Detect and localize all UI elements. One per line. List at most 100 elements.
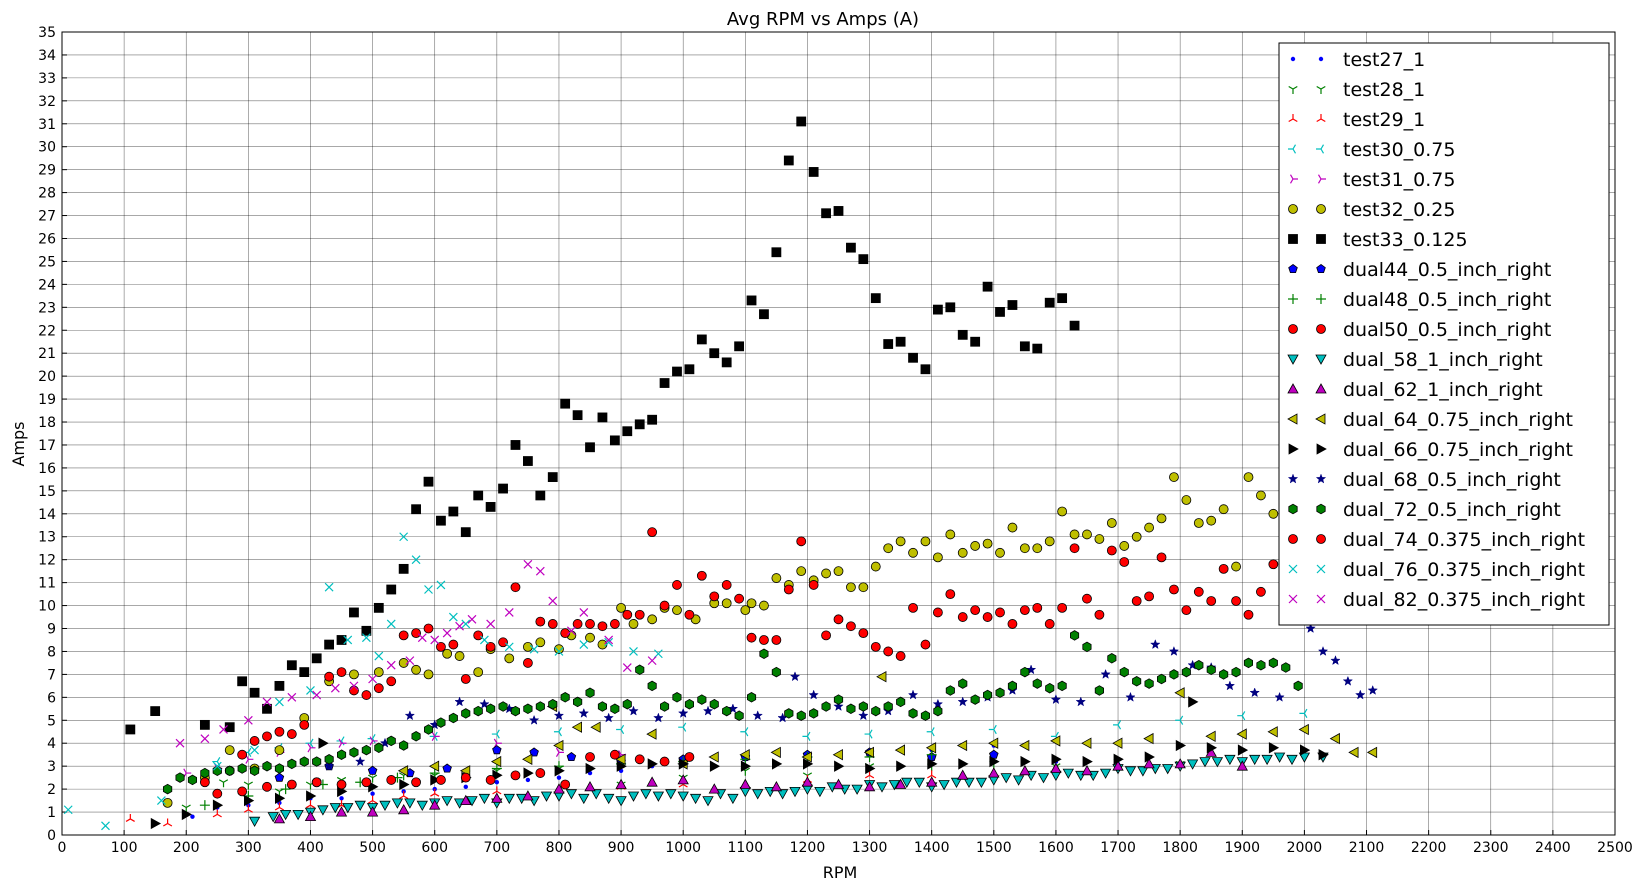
- data-point: [1082, 529, 1092, 540]
- data-point: [851, 784, 863, 795]
- data-point: [486, 703, 496, 715]
- legend-marker: [1316, 564, 1326, 574]
- x-tick-label: 300: [235, 840, 262, 856]
- data-point: [1106, 545, 1117, 556]
- y-tick-label: 1: [47, 805, 56, 821]
- data-point: [1025, 664, 1037, 675]
- series-dual_62_1_inch_right: [273, 746, 1248, 824]
- data-point: [430, 788, 440, 797]
- data-point: [200, 767, 210, 779]
- x-tick-label: 600: [421, 840, 448, 856]
- data-point: [1268, 508, 1279, 519]
- data-point: [374, 651, 384, 661]
- data-point: [932, 607, 943, 618]
- data-point: [640, 789, 652, 800]
- data-point: [1144, 751, 1155, 763]
- data-point: [1243, 609, 1254, 620]
- data-point: [473, 490, 484, 501]
- data-point: [274, 763, 285, 774]
- data-point: [312, 756, 322, 767]
- series-dual_68_0.5_inch_right: [323, 622, 1378, 771]
- data-point: [411, 777, 421, 788]
- data-point: [370, 791, 375, 796]
- y-tick-label: 32: [38, 94, 56, 110]
- series-test31_0.75: [183, 731, 627, 778]
- data-point: [250, 745, 259, 755]
- data-point: [945, 589, 956, 599]
- data-point: [448, 612, 458, 622]
- data-point: [821, 630, 831, 641]
- data-point: [454, 696, 465, 707]
- data-point: [1329, 732, 1340, 745]
- data-point: [510, 770, 521, 781]
- data-point: [634, 419, 645, 430]
- data-point: [510, 705, 520, 717]
- data-point: [339, 796, 344, 801]
- x-tick-label: 2400: [1535, 840, 1571, 856]
- data-point: [734, 593, 745, 604]
- data-point: [752, 789, 764, 800]
- data-point: [1069, 529, 1080, 540]
- data-point: [398, 630, 409, 641]
- data-point: [523, 658, 533, 668]
- data-point: [1169, 584, 1179, 595]
- data-point: [1231, 561, 1241, 572]
- data-point: [243, 715, 253, 725]
- data-point: [1168, 645, 1180, 656]
- data-point: [858, 582, 869, 593]
- data-point: [430, 774, 441, 786]
- data-point: [1175, 739, 1187, 752]
- data-point: [1231, 596, 1241, 606]
- data-point: [609, 619, 620, 629]
- data-point: [460, 527, 471, 538]
- chart-title: Avg RPM vs Amps (A): [727, 9, 919, 30]
- data-point: [548, 698, 558, 710]
- y-tick-label: 25: [38, 254, 56, 270]
- data-point: [491, 763, 502, 774]
- legend-entry: dual_64_0.75_inch_right: [1287, 409, 1573, 431]
- legend-label: dual_82_0.375_inch_right: [1343, 589, 1585, 611]
- legend-marker: [1288, 144, 1297, 154]
- x-tick-label: 800: [546, 840, 573, 856]
- y-tick-label: 20: [38, 369, 56, 385]
- x-tick-label: 1100: [727, 840, 763, 856]
- data-point: [1044, 619, 1055, 629]
- data-point: [821, 701, 831, 712]
- data-point: [535, 566, 545, 576]
- data-point: [771, 247, 782, 258]
- data-point: [212, 765, 222, 777]
- data-point: [572, 619, 583, 629]
- data-point: [1299, 708, 1308, 719]
- data-point: [1194, 659, 1204, 671]
- data-point: [709, 760, 721, 772]
- data-point: [863, 780, 876, 792]
- data-point: [901, 777, 913, 789]
- data-point: [801, 751, 812, 763]
- data-point: [572, 410, 583, 421]
- data-point: [522, 790, 534, 801]
- data-point: [740, 727, 749, 737]
- data-point: [498, 637, 508, 648]
- data-point: [1181, 666, 1191, 678]
- legend-box: [1278, 42, 1610, 626]
- data-point: [342, 803, 354, 814]
- data-point: [199, 719, 210, 730]
- y-tick-label: 27: [38, 209, 56, 225]
- data-point: [652, 791, 665, 802]
- data-point: [416, 800, 428, 812]
- data-point: [1144, 678, 1154, 689]
- data-point: [1286, 754, 1298, 766]
- data-point: [908, 352, 918, 363]
- data-point: [305, 800, 316, 809]
- legend-entry: dual_72_0.5_inch_right: [1288, 499, 1561, 521]
- legend-marker: [1315, 354, 1327, 365]
- data-point: [522, 753, 533, 765]
- data-point: [553, 727, 562, 737]
- data-point: [932, 304, 943, 315]
- data-point: [684, 752, 695, 762]
- x-tick-label: 900: [608, 840, 635, 856]
- data-point: [548, 596, 558, 606]
- data-point: [770, 780, 783, 792]
- data-point: [299, 756, 309, 767]
